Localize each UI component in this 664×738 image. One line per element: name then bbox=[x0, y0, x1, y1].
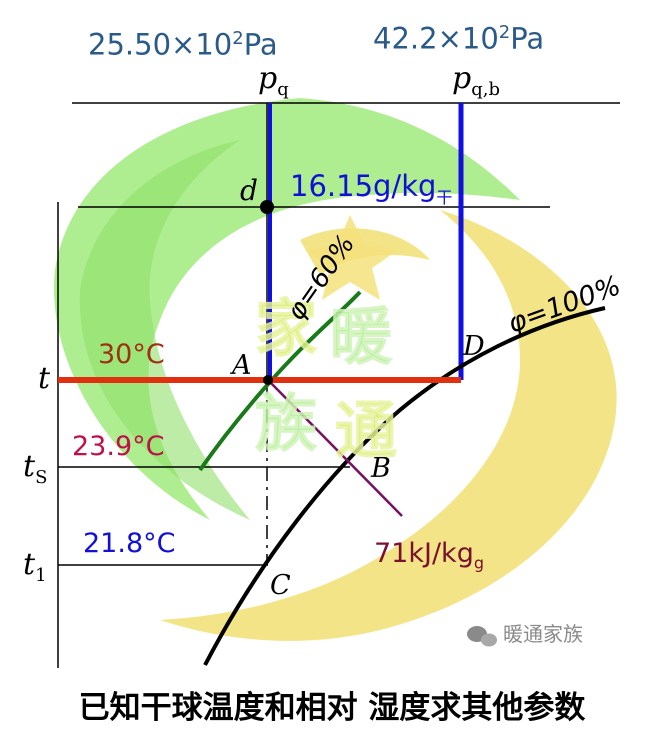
phi60-curve bbox=[198, 290, 362, 472]
pqb-unit: Pa bbox=[510, 21, 545, 56]
pqb-value-label: 42.2×102Pa bbox=[373, 24, 544, 54]
moisture-content-label: 16.15g/kg干 bbox=[290, 172, 452, 206]
pq-value: 25.50×10 bbox=[88, 27, 233, 62]
pq-value-label: 25.50×102Pa bbox=[88, 30, 278, 60]
point-b-label: B bbox=[371, 453, 391, 484]
point-a-label: A bbox=[232, 350, 252, 381]
enthalpy-value: 71kJ/kg bbox=[374, 538, 474, 569]
enthalpy-sub: g bbox=[473, 553, 484, 573]
swirl-yellow-star bbox=[305, 215, 398, 300]
moisture-content-value: 16.15g/kg bbox=[290, 169, 437, 203]
swirl-yellow bbox=[160, 210, 617, 641]
pq-axis-sub: q bbox=[277, 79, 289, 100]
pq-unit: Pa bbox=[243, 27, 278, 62]
pq-axis-label: pq bbox=[258, 64, 289, 99]
wet-bulb-temp-label: 23.9°C bbox=[72, 431, 165, 462]
dew-point-temp-label: 21.8°C bbox=[83, 528, 176, 559]
swirl-green-inner bbox=[79, 140, 250, 520]
watermark-char-4: 通 bbox=[335, 394, 397, 467]
saturation-curve bbox=[203, 306, 606, 666]
enthalpy-line bbox=[267, 379, 403, 517]
wechat-icon bbox=[467, 626, 497, 647]
watermark-chars: 家 暖 族 通 bbox=[255, 292, 398, 468]
pq-exp: 2 bbox=[232, 28, 244, 49]
point-d-dot bbox=[260, 200, 274, 214]
caption: 已知干球温度和相对 湿度求其他参数 bbox=[78, 690, 586, 726]
watermark-char-2: 暖 bbox=[330, 300, 393, 373]
pqb-axis-label: pq,b bbox=[452, 64, 500, 99]
enthalpy-label: 71kJ/kgg bbox=[374, 540, 484, 571]
pqb-axis-sub: q,b bbox=[471, 79, 500, 100]
point-a-dot bbox=[263, 375, 273, 385]
brand-watermark: 暖通家族 bbox=[503, 622, 583, 646]
t1-axis-sub: 1 bbox=[35, 565, 47, 586]
ts-axis-label: tS bbox=[23, 452, 47, 487]
ts-axis-sub: S bbox=[35, 467, 48, 488]
pqb-value: 42.2×10 bbox=[373, 21, 499, 56]
watermark-char-1: 家 bbox=[255, 292, 317, 365]
dry-bulb-temp-label: 30°C bbox=[98, 339, 165, 370]
t-axis-label: t bbox=[38, 364, 50, 394]
watermark-char-3: 族 bbox=[255, 387, 317, 460]
t1-axis-main: t bbox=[23, 547, 36, 582]
t1-axis-label: t1 bbox=[23, 550, 47, 585]
pq-axis-main: p bbox=[258, 61, 278, 96]
point-c-label: C bbox=[270, 570, 291, 601]
ts-axis-main: t bbox=[23, 449, 36, 484]
point-d-label: d bbox=[240, 174, 258, 207]
t-axis-main: t bbox=[38, 361, 51, 396]
moisture-content-sub: 干 bbox=[436, 187, 453, 207]
watermark-swirl bbox=[53, 98, 617, 641]
pqb-axis-main: p bbox=[452, 61, 472, 96]
pqb-exp: 2 bbox=[498, 22, 511, 43]
point-d-upper-label: D bbox=[463, 331, 485, 362]
